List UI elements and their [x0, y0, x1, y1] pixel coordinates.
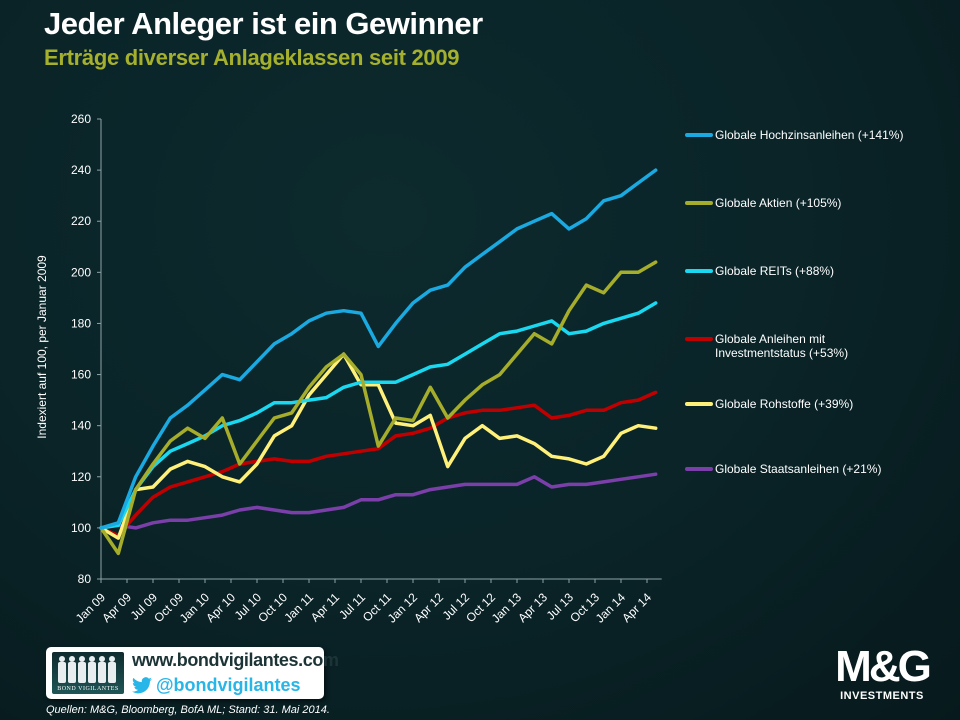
legend-label: Globale Rohstoffe (+39%): [715, 397, 854, 411]
source-note: Quellen: M&G, Bloomberg, BofA ML; Stand:…: [46, 704, 330, 716]
legend-swatch: [685, 269, 713, 273]
x-tick-label: Apr 13: [515, 590, 550, 625]
legend-label: Globale Anleihen mit: [715, 332, 826, 346]
legend-item-reits: Globale REITs (+88%): [685, 264, 834, 278]
mg-investments-logo: M&G INVESTMENTS: [826, 644, 938, 703]
mg-logo-subtext: INVESTMENTS: [840, 690, 924, 702]
bond-vigilantes-banner[interactable]: BOND VIGILANTES www.bondvigilantes.com @…: [46, 647, 339, 699]
website-link[interactable]: www.bondvigilantes.com: [132, 650, 339, 670]
bond-vigilantes-logo: BOND VIGILANTES: [52, 652, 124, 694]
y-tick-label: 140: [71, 419, 91, 433]
y-tick-label: 120: [71, 470, 91, 484]
mg-logo-text: M&G: [835, 642, 932, 691]
x-tick-label: Apr 10: [203, 590, 238, 625]
series-line-3: [99, 390, 658, 538]
x-tick-label: Jan 11: [281, 590, 316, 625]
x-tick-label: Apr 12: [411, 590, 446, 625]
legend-label: Globale Aktien (+105%): [715, 196, 842, 210]
series-line-1: [99, 260, 658, 556]
y-tick-label: 180: [71, 316, 91, 330]
legend-swatch: [685, 337, 713, 341]
twitter-bird-icon: [132, 676, 152, 693]
y-axis-title: Indexiert auf 100, per Januar 2009: [35, 255, 49, 439]
people-silhouettes-icon: [58, 656, 116, 683]
legend-swatch: [685, 133, 713, 137]
series-line-4: [99, 352, 658, 540]
x-tick-label: Apr 09: [99, 590, 134, 625]
bond-vigilantes-logo-text: BOND VIGILANTES: [57, 686, 119, 692]
legend-swatch: [685, 201, 713, 205]
y-tick-label: 240: [71, 163, 91, 177]
y-tick-label: 200: [71, 265, 91, 279]
series-line-2: [99, 301, 658, 530]
legend-label: Globale Staatsanleihen (+21%): [715, 462, 882, 476]
legend-item-hochzins: Globale Hochzinsanleihen (+141%): [685, 128, 903, 142]
legend-item-anleihen: Globale Anleihen mit Investmentstatus (+5…: [685, 332, 848, 360]
twitter-link[interactable]: @bondvigilantes: [132, 674, 301, 696]
legend-item-rohstoffe: Globale Rohstoffe (+39%): [685, 397, 853, 411]
twitter-handle: @bondvigilantes: [156, 675, 301, 695]
x-tick-label: Apr 14: [619, 590, 654, 625]
page-title: Jeder Anleger ist ein Gewinner: [44, 6, 483, 41]
legend-label: Globale Hochzinsanleihen (+141%): [715, 128, 904, 142]
legend-swatch: [685, 467, 713, 471]
legend-label: Globale REITs (+88%): [715, 264, 835, 278]
legend-item-staatsanleihen: Globale Staatsanleihen (+21%): [685, 462, 881, 476]
y-tick-label: 260: [71, 112, 91, 126]
series-line-0: [99, 168, 658, 530]
y-tick-label: 100: [71, 521, 91, 535]
legend-item-aktien: Globale Aktien (+105%): [685, 196, 841, 210]
x-tick-label: Apr 11: [308, 590, 343, 625]
y-tick-label: 80: [78, 572, 92, 586]
legend-swatch: [685, 402, 713, 406]
legend-label-line2: Investmentstatus (+53%): [715, 346, 849, 360]
series-line-5: [99, 472, 658, 530]
y-tick-label: 220: [71, 214, 91, 228]
page-subtitle: Erträge diverser Anlageklassen seit 2009: [44, 45, 460, 70]
y-tick-label: 160: [71, 368, 91, 382]
